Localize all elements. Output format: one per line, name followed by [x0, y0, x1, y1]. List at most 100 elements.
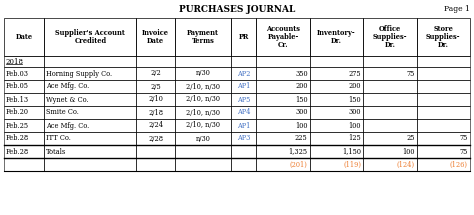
Bar — [363, 56, 417, 67]
Bar — [137, 93, 175, 106]
Text: Feb.28: Feb.28 — [6, 147, 29, 155]
Text: ITT Co.: ITT Co. — [46, 135, 71, 143]
Bar — [310, 106, 363, 119]
Bar — [310, 18, 363, 56]
Bar — [256, 106, 310, 119]
Bar — [45, 119, 137, 132]
Bar — [175, 106, 231, 119]
Bar — [4, 145, 45, 158]
Bar — [45, 158, 137, 171]
Text: 2/5: 2/5 — [150, 83, 161, 91]
Bar — [363, 93, 417, 106]
Text: AP5: AP5 — [237, 95, 251, 103]
Bar — [310, 56, 363, 67]
Bar — [256, 67, 310, 80]
Bar — [45, 56, 137, 67]
Bar — [137, 158, 175, 171]
Bar — [45, 93, 137, 106]
Bar — [4, 93, 45, 106]
Text: Page 1: Page 1 — [444, 5, 470, 13]
Text: 2018: 2018 — [6, 57, 24, 66]
Bar — [137, 132, 175, 145]
Bar — [45, 56, 137, 67]
Bar — [417, 145, 470, 158]
Bar — [231, 132, 256, 145]
Bar — [363, 106, 417, 119]
Bar — [137, 106, 175, 119]
Bar — [417, 93, 470, 106]
Text: Ace Mfg. Co.: Ace Mfg. Co. — [46, 121, 90, 129]
Bar — [417, 145, 470, 158]
Bar — [417, 158, 470, 171]
Bar — [231, 106, 256, 119]
Bar — [363, 158, 417, 171]
Bar — [175, 80, 231, 93]
Bar — [310, 158, 363, 171]
Text: 75: 75 — [406, 69, 415, 77]
Text: Horning Supply Co.: Horning Supply Co. — [46, 69, 112, 77]
Bar — [4, 158, 45, 171]
Bar — [231, 145, 256, 158]
Bar — [137, 145, 175, 158]
Bar — [310, 132, 363, 145]
Bar — [256, 132, 310, 145]
Text: 100: 100 — [349, 121, 361, 129]
Text: Payment
Terms: Payment Terms — [187, 29, 219, 45]
Bar — [310, 80, 363, 93]
Text: (124): (124) — [396, 161, 415, 169]
Bar — [137, 67, 175, 80]
Text: 2/10, n/30: 2/10, n/30 — [186, 95, 220, 103]
Bar — [137, 56, 175, 67]
Bar — [175, 145, 231, 158]
Text: (201): (201) — [290, 161, 308, 169]
Text: 350: 350 — [295, 69, 308, 77]
Bar — [231, 158, 256, 171]
Bar — [4, 18, 45, 56]
Bar — [45, 119, 137, 132]
Bar — [4, 106, 45, 119]
Text: Feb.28: Feb.28 — [6, 135, 29, 143]
Text: 75: 75 — [460, 135, 468, 143]
Bar — [310, 119, 363, 132]
Bar — [256, 93, 310, 106]
Bar — [417, 119, 470, 132]
Bar — [175, 80, 231, 93]
Text: 150: 150 — [295, 95, 308, 103]
Text: 1,150: 1,150 — [342, 147, 361, 155]
Text: Feb.13: Feb.13 — [6, 95, 29, 103]
Text: Feb.25: Feb.25 — [6, 121, 29, 129]
Bar — [4, 67, 45, 80]
Text: Date: Date — [16, 33, 33, 41]
Text: 1,325: 1,325 — [289, 147, 308, 155]
Bar — [363, 145, 417, 158]
Text: Feb.03: Feb.03 — [6, 69, 29, 77]
Bar — [363, 119, 417, 132]
Bar — [363, 67, 417, 80]
Text: 150: 150 — [348, 95, 361, 103]
Bar — [45, 106, 137, 119]
Bar — [363, 56, 417, 67]
Text: 300: 300 — [349, 109, 361, 117]
Bar — [310, 132, 363, 145]
Text: Smite Co.: Smite Co. — [46, 109, 79, 117]
Bar — [363, 158, 417, 171]
Bar — [256, 119, 310, 132]
Bar — [417, 80, 470, 93]
Bar — [45, 158, 137, 171]
Bar — [175, 93, 231, 106]
Bar — [45, 80, 137, 93]
Text: 100: 100 — [295, 121, 308, 129]
Bar — [231, 132, 256, 145]
Bar — [4, 80, 45, 93]
Bar — [231, 18, 256, 56]
Bar — [175, 145, 231, 158]
Bar — [137, 145, 175, 158]
Bar — [175, 119, 231, 132]
Bar — [137, 93, 175, 106]
Text: 275: 275 — [348, 69, 361, 77]
Text: Feb.20: Feb.20 — [6, 109, 29, 117]
Bar — [231, 145, 256, 158]
Bar — [417, 56, 470, 67]
Bar — [137, 80, 175, 93]
Bar — [310, 145, 363, 158]
